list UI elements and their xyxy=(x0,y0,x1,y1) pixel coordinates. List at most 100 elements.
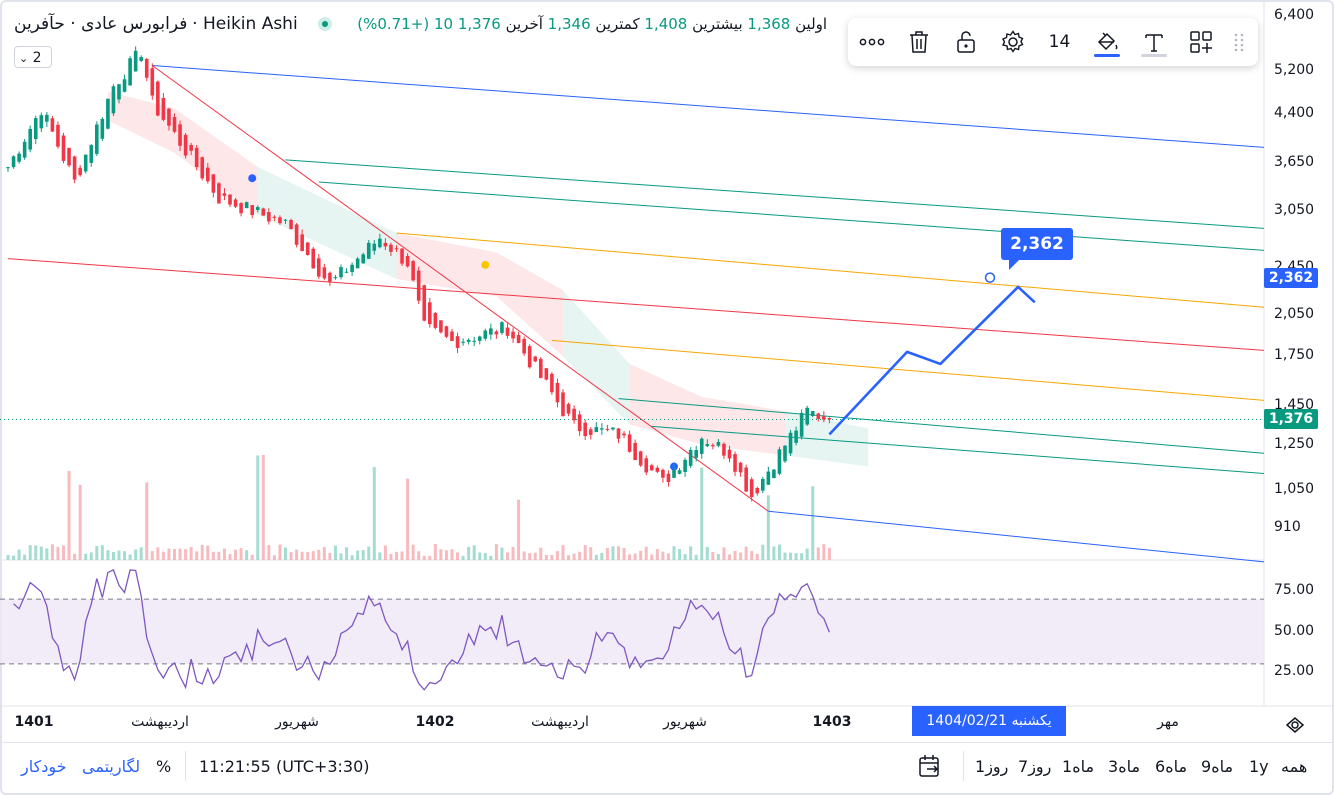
more-button[interactable] xyxy=(848,18,895,66)
template-button[interactable] xyxy=(1177,18,1224,66)
candle-body xyxy=(428,302,432,325)
candle-body xyxy=(106,98,110,129)
line-width-button[interactable]: 14 xyxy=(1036,18,1083,66)
volume-bar xyxy=(39,546,43,560)
candle-body xyxy=(611,427,615,430)
candle-body xyxy=(239,203,243,214)
candle-body xyxy=(677,470,682,474)
log-toggle[interactable]: لگاریتمی xyxy=(82,757,141,776)
range-1m[interactable]: 1ماه xyxy=(1062,757,1095,776)
auto-toggle[interactable]: خودکار xyxy=(21,757,67,776)
volume-bar xyxy=(6,555,10,560)
rsi-tick: 75.00 xyxy=(1274,582,1315,598)
drag-handle[interactable] xyxy=(1224,18,1254,66)
range-9m[interactable]: 9ماه xyxy=(1201,757,1234,776)
settings-button[interactable] xyxy=(989,18,1036,66)
candle-body xyxy=(416,270,421,301)
volume-bar xyxy=(289,552,293,560)
volume-bar xyxy=(578,551,582,560)
symbol-title[interactable]: فرابورس عادی · حآفرین xyxy=(14,14,188,34)
volume-bar xyxy=(733,550,737,560)
volume-bar xyxy=(383,545,387,560)
percent-toggle[interactable]: % xyxy=(156,757,172,776)
range-7d[interactable]: 7روز xyxy=(1018,757,1052,776)
clock-timezone[interactable]: 11:21:55 (UTC+3:30) xyxy=(199,757,370,776)
candle-body xyxy=(28,128,32,150)
candle-body xyxy=(411,261,415,281)
target-anchor xyxy=(984,272,996,283)
candle-body xyxy=(788,432,793,454)
volume-bar xyxy=(206,545,210,560)
volume-bar xyxy=(444,550,448,560)
chart-canvas[interactable] xyxy=(0,0,1334,742)
candle-body xyxy=(139,57,143,61)
candle-body xyxy=(622,433,626,436)
candle-body xyxy=(144,58,149,78)
volume-bar xyxy=(456,552,460,560)
volume-bar xyxy=(600,552,604,560)
range-1y[interactable]: 1y xyxy=(1249,757,1269,776)
candle-body xyxy=(261,208,266,216)
volume-bar xyxy=(739,552,743,560)
volume-bar xyxy=(317,549,321,560)
pitchfork-median-line xyxy=(7,258,1265,351)
volume-bar xyxy=(167,548,171,560)
price-tick: 4,400 xyxy=(1274,105,1315,122)
text-button[interactable] xyxy=(1130,18,1177,66)
candle-body xyxy=(111,86,116,114)
candle-body xyxy=(755,487,760,494)
candle-body xyxy=(422,285,427,321)
candle-body xyxy=(161,98,166,120)
target-price-tag: 2,362 xyxy=(1264,268,1318,288)
candle-body xyxy=(50,118,55,132)
candle-body xyxy=(683,459,687,472)
range-3m[interactable]: 3ماه xyxy=(1108,757,1141,776)
unlock-icon xyxy=(956,31,975,53)
collapse-indicators-button[interactable]: ⌄ 2 xyxy=(14,46,52,68)
volume-bar xyxy=(583,545,587,560)
volume-bar xyxy=(50,544,54,560)
delete-button[interactable] xyxy=(895,18,942,66)
candle-body xyxy=(483,330,488,339)
volume-bar xyxy=(611,546,615,560)
volume-bar xyxy=(794,553,798,560)
green-2-line xyxy=(318,181,1265,251)
candle-body xyxy=(11,156,16,168)
projection-path xyxy=(828,285,1036,436)
bottom-toolbar: همه 1y 9ماه 6ماه 3ماه 1ماه 7روز 1روز 11:… xyxy=(0,742,1334,791)
scroll-to-realtime-button[interactable] xyxy=(1285,716,1305,738)
price-tick: 1,750 xyxy=(1274,347,1315,364)
target-price-bubble[interactable]: 2,362 xyxy=(1001,228,1073,270)
volume-bar xyxy=(200,544,204,560)
range-1d[interactable]: 1روز xyxy=(975,757,1009,776)
green-1-line xyxy=(285,159,1265,229)
goto-date-button[interactable] xyxy=(918,753,942,783)
candle-body xyxy=(566,403,571,414)
cloud-segment xyxy=(701,396,785,456)
candle-body xyxy=(128,58,132,86)
color-button[interactable] xyxy=(1083,18,1130,66)
volume-bar xyxy=(361,550,365,560)
drawings[interactable] xyxy=(0,65,1265,563)
candle-body xyxy=(133,50,138,72)
range-all[interactable]: همه xyxy=(1281,757,1308,776)
volume-bar xyxy=(533,552,537,560)
volume-bar xyxy=(178,548,182,560)
candle-body xyxy=(489,328,493,335)
drawing-toolbar: 14 xyxy=(848,18,1258,66)
candle-body xyxy=(450,331,454,341)
candle-body xyxy=(561,392,565,416)
volume-bar xyxy=(544,554,548,560)
candle-body xyxy=(361,254,365,264)
volume-bar xyxy=(605,548,609,560)
candle-body xyxy=(444,326,449,337)
range-6m[interactable]: 6ماه xyxy=(1155,757,1188,776)
candle-body xyxy=(167,108,171,126)
candle-body xyxy=(738,462,743,473)
volume-bar xyxy=(644,546,648,560)
lock-button[interactable] xyxy=(942,18,989,66)
volume-bar xyxy=(378,552,382,560)
candle-body xyxy=(206,167,210,182)
candle-body xyxy=(255,207,260,211)
